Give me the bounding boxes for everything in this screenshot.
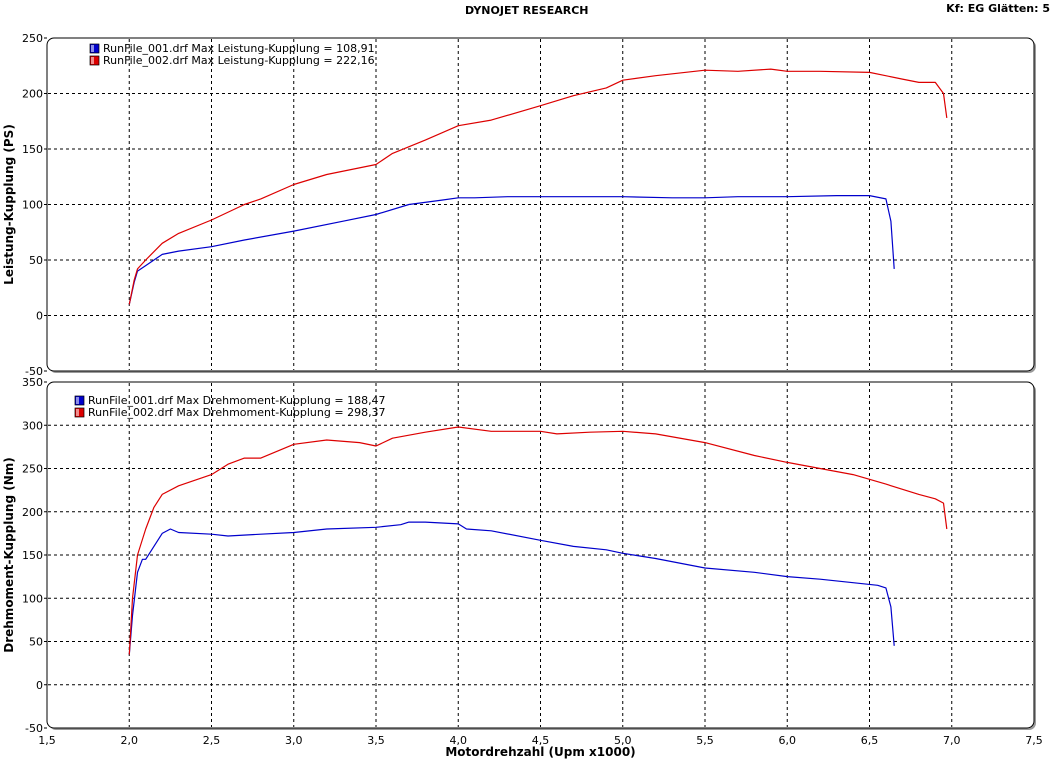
series-line-2 xyxy=(128,68,948,305)
legend-swatch xyxy=(89,55,100,66)
x-tick-label: 3,5 xyxy=(367,734,385,747)
series-line-1 xyxy=(128,521,895,655)
legend-swatch xyxy=(89,43,100,54)
y-tick-label: 200 xyxy=(22,506,43,519)
legend-swatch xyxy=(74,407,85,418)
y-tick-label: 100 xyxy=(22,199,43,212)
legend-entry: RunFile_002.drf Max Drehmoment-Kupplung … xyxy=(88,406,386,419)
x-tick-label: 3,0 xyxy=(285,734,303,747)
y-tick-label: 200 xyxy=(22,88,43,101)
legend-entry: RunFile_001.drf Max Drehmoment-Kupplung … xyxy=(88,394,386,407)
legend-swatch xyxy=(74,395,85,406)
y-tick-label: 150 xyxy=(22,143,43,156)
y-tick-label: 0 xyxy=(36,310,43,323)
series-line-2 xyxy=(128,426,948,655)
series-line-1 xyxy=(128,195,895,305)
x-tick-label: 4,5 xyxy=(532,734,550,747)
legend-entry: RunFile_002.drf Max Leistung-Kupplung = … xyxy=(103,54,375,67)
legend-entry: RunFile_001.drf Max Leistung-Kupplung = … xyxy=(103,42,375,55)
y-axis-label: Drehmoment-Kupplung (Nm) xyxy=(2,457,16,653)
legend-swatch-highlight xyxy=(76,409,79,416)
chart-title: DYNOJET RESEARCH xyxy=(465,4,589,17)
y-tick-label: -50 xyxy=(25,722,43,735)
x-axis-label: Motordrehzahl (Upm x1000) xyxy=(445,745,635,759)
y-tick-label: 50 xyxy=(29,636,43,649)
x-tick-label: 6,0 xyxy=(779,734,797,747)
x-tick-label: 4,0 xyxy=(450,734,468,747)
y-tick-label: 350 xyxy=(22,376,43,389)
x-tick-label: 6,5 xyxy=(861,734,879,747)
x-tick-label: 2,5 xyxy=(203,734,221,747)
legend-swatch-highlight xyxy=(91,45,94,52)
settings-info: Kf: EG Glätten: 5 xyxy=(946,2,1050,15)
x-tick-label: 7,0 xyxy=(943,734,961,747)
x-tick-label: 2,0 xyxy=(121,734,139,747)
y-tick-label: 150 xyxy=(22,549,43,562)
x-tick-label: 5,0 xyxy=(614,734,632,747)
y-tick-label: 100 xyxy=(22,592,43,605)
y-tick-label: 250 xyxy=(22,32,43,45)
y-tick-label: -50 xyxy=(25,365,43,378)
x-tick-label: 5,5 xyxy=(696,734,714,747)
x-tick-label: 7,5 xyxy=(1025,734,1043,747)
chart-panel-2: -50 0 50 100 150 200 250 300 350 Drehmoment-Kuppl… xyxy=(2,376,1043,759)
legend-swatch-highlight xyxy=(76,397,79,404)
y-tick-label: 250 xyxy=(22,463,43,476)
y-tick-label: 300 xyxy=(22,419,43,432)
x-tick-label: 1,5 xyxy=(38,734,56,747)
y-tick-label: 50 xyxy=(29,254,43,267)
legend-swatch-highlight xyxy=(91,57,94,64)
y-tick-label: 0 xyxy=(36,679,43,692)
y-axis-label: Leistung-Kupplung (PS) xyxy=(2,124,16,285)
chart-panel-1: -50 0 50 100 150 200 250 Leistung-Kupplung (PS)… xyxy=(2,32,1036,378)
